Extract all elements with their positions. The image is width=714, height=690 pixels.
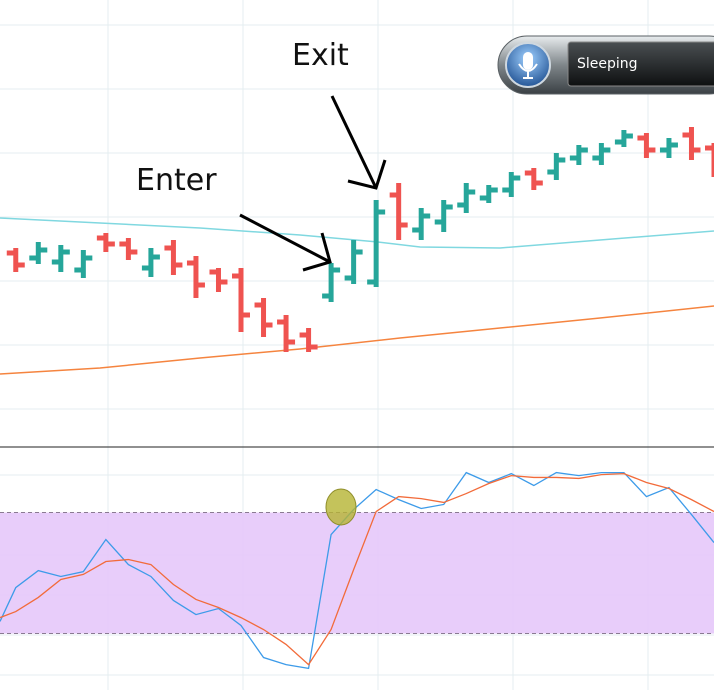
ohlc-bar [277,315,296,352]
enter-arrow [239,213,332,272]
ohlc-bar [614,130,633,147]
marks [0,127,714,670]
ohlc-bar [51,245,70,272]
ohlc-bar [322,263,341,302]
ohlc-bar [705,143,714,177]
ohlc-bar [164,240,183,275]
ohlc-bar [141,248,160,277]
ohlc-bar [637,133,656,158]
annotation: Enter [136,163,217,198]
ohlc-bar [232,268,251,332]
ohlc-bar [457,183,476,213]
exit-arrow [330,95,387,190]
mic-icon [518,63,538,79]
ohlc-bar [682,127,701,160]
ohlc-bar [547,153,566,180]
ohlc-bar [344,240,363,284]
ohlc-bar [389,183,408,240]
ohlc-bar [74,250,93,278]
price-panel [0,127,714,375]
ohlc-bar [479,185,498,203]
ohlc-bar [659,138,678,158]
speech-widget: Sleeping [497,35,714,95]
ohlc-bar [186,256,205,298]
ohlc-bar [412,208,431,240]
ohlc-bar [119,238,138,260]
ohlc-bar [524,168,543,190]
band [0,512,714,634]
oscillator-panel [0,471,714,670]
annotation: Exit [292,38,349,73]
ohlc-bar [502,172,521,197]
ohlc-bar [29,242,48,264]
mic-icon [523,52,533,70]
oscillator-line [0,472,714,666]
status-box [567,41,714,87]
ohlc-bar [6,248,25,272]
highlight-ellipse [325,488,357,526]
status-text: Sleeping [577,56,638,72]
moving-average [0,305,714,375]
ohlc-bar [367,200,386,287]
ohlc-bar [299,328,318,352]
ohlc-bar [569,145,588,165]
ohlc-bar [254,298,273,337]
ohlc-bar [209,268,228,292]
ohlc-bar [592,143,611,165]
ohlc-bar [96,233,115,252]
ohlc-bar [434,200,453,232]
